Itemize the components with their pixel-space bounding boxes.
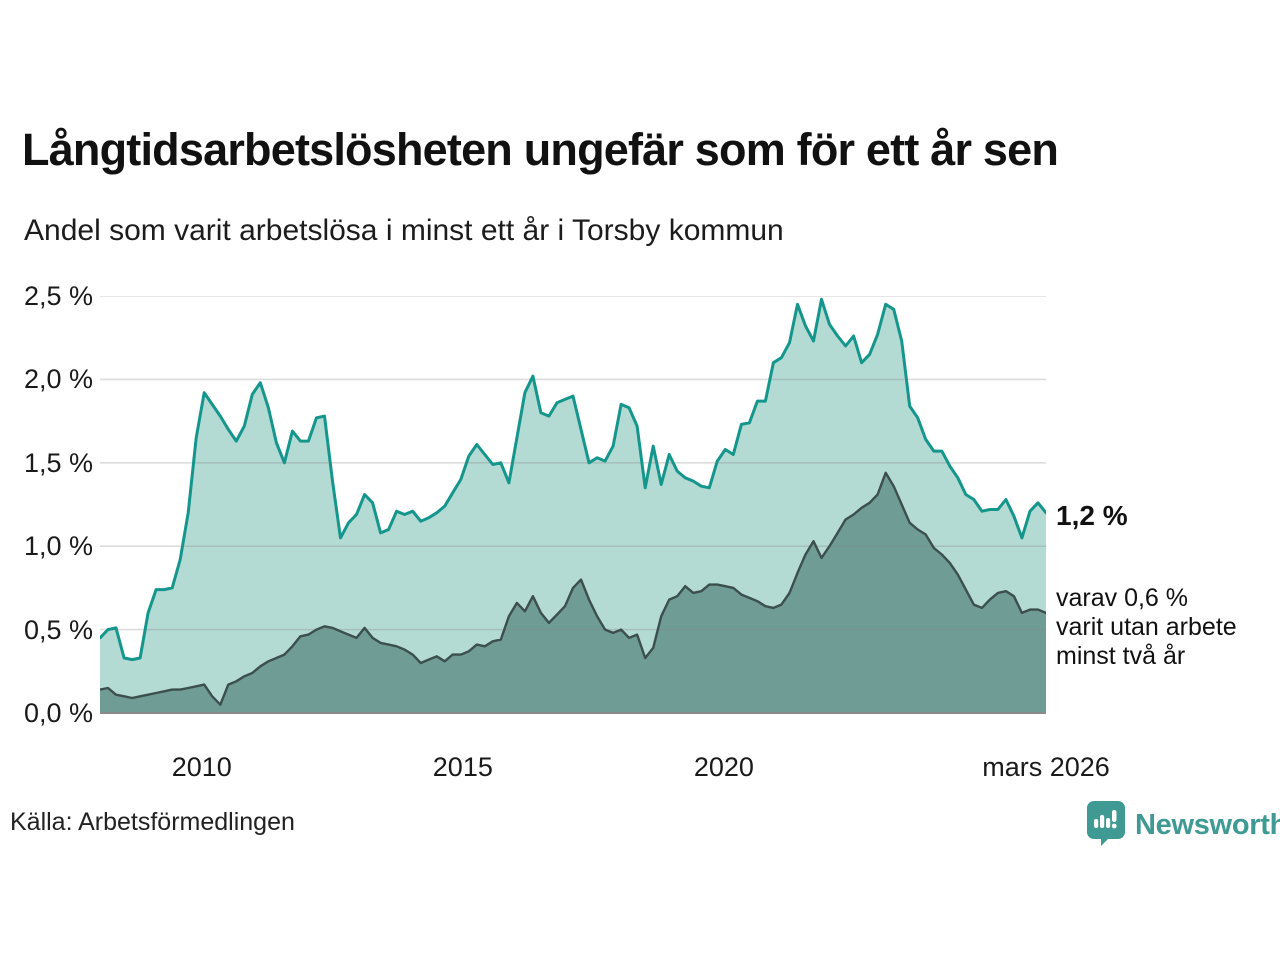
annotation-line: minst två år xyxy=(1056,642,1186,670)
area-chart xyxy=(100,296,1046,714)
y-tick-label: 2,0 % xyxy=(23,364,93,395)
newsworthy-logo: Newsworthy xyxy=(1086,800,1280,851)
y-tick-label: 1,0 % xyxy=(23,531,93,562)
x-tick-label: 2015 xyxy=(432,752,493,782)
x-tick-label: 2010 xyxy=(171,752,232,782)
annotation-line: varit utan arbete xyxy=(1056,613,1237,641)
y-tick-label: 0,0 % xyxy=(23,698,93,728)
x-tick-label: 2020 xyxy=(693,752,754,782)
series-line xyxy=(100,471,1046,706)
y-tick-label: 1,5 % xyxy=(23,447,93,478)
newsworthy-logo-text: Newsworthy xyxy=(1135,809,1280,841)
chart-subtitle: Andel som varit arbetslösa i minst ett å… xyxy=(24,214,784,247)
newsworthy-logo-icon xyxy=(1086,800,1126,851)
series-fill xyxy=(100,472,1046,713)
page-title: Långtidsarbetslösheten ungefär som för e… xyxy=(22,124,1059,175)
series-line xyxy=(100,297,1046,662)
x-tick-label: mars 2026 xyxy=(982,752,1110,782)
y-tick-label: 2,5 % xyxy=(23,281,93,311)
latest-value-label: 1,2 % xyxy=(1056,500,1128,531)
y-tick-label: 0,5 % xyxy=(23,614,93,645)
annotation-line: varav 0,6 % xyxy=(1056,584,1189,612)
source-note: Källa: Arbetsförmedlingen xyxy=(10,808,295,836)
latest-sub-annotation: varav 0,6 % varit utan arbete minst två … xyxy=(1056,584,1237,671)
